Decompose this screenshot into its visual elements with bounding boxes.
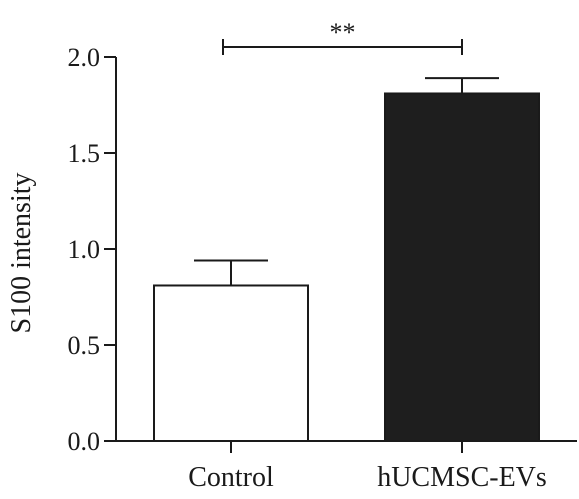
y-tick-label: 1.5 [68, 139, 101, 168]
y-axis: 0.0 0.5 1.0 1.5 2.0 [68, 43, 117, 456]
y-tick-label: 1.0 [68, 235, 101, 264]
significance-label: ** [330, 18, 356, 47]
bar-control [153, 284, 309, 443]
bar-hucmsc-evs [384, 92, 540, 442]
y-tick-label: 0.0 [68, 427, 101, 456]
y-axis-label: S100 intensity [6, 172, 37, 333]
y-tick-label: 2.0 [68, 43, 101, 72]
error-bars [194, 77, 499, 286]
x-tick-label: hUCMSC-EVs [377, 462, 547, 493]
x-axis: Control hUCMSC-EVs [116, 440, 577, 493]
significance-annotation: ** [222, 18, 463, 55]
bars [153, 92, 540, 443]
x-tick-label: Control [188, 462, 274, 493]
y-tick-label: 0.5 [68, 331, 101, 360]
